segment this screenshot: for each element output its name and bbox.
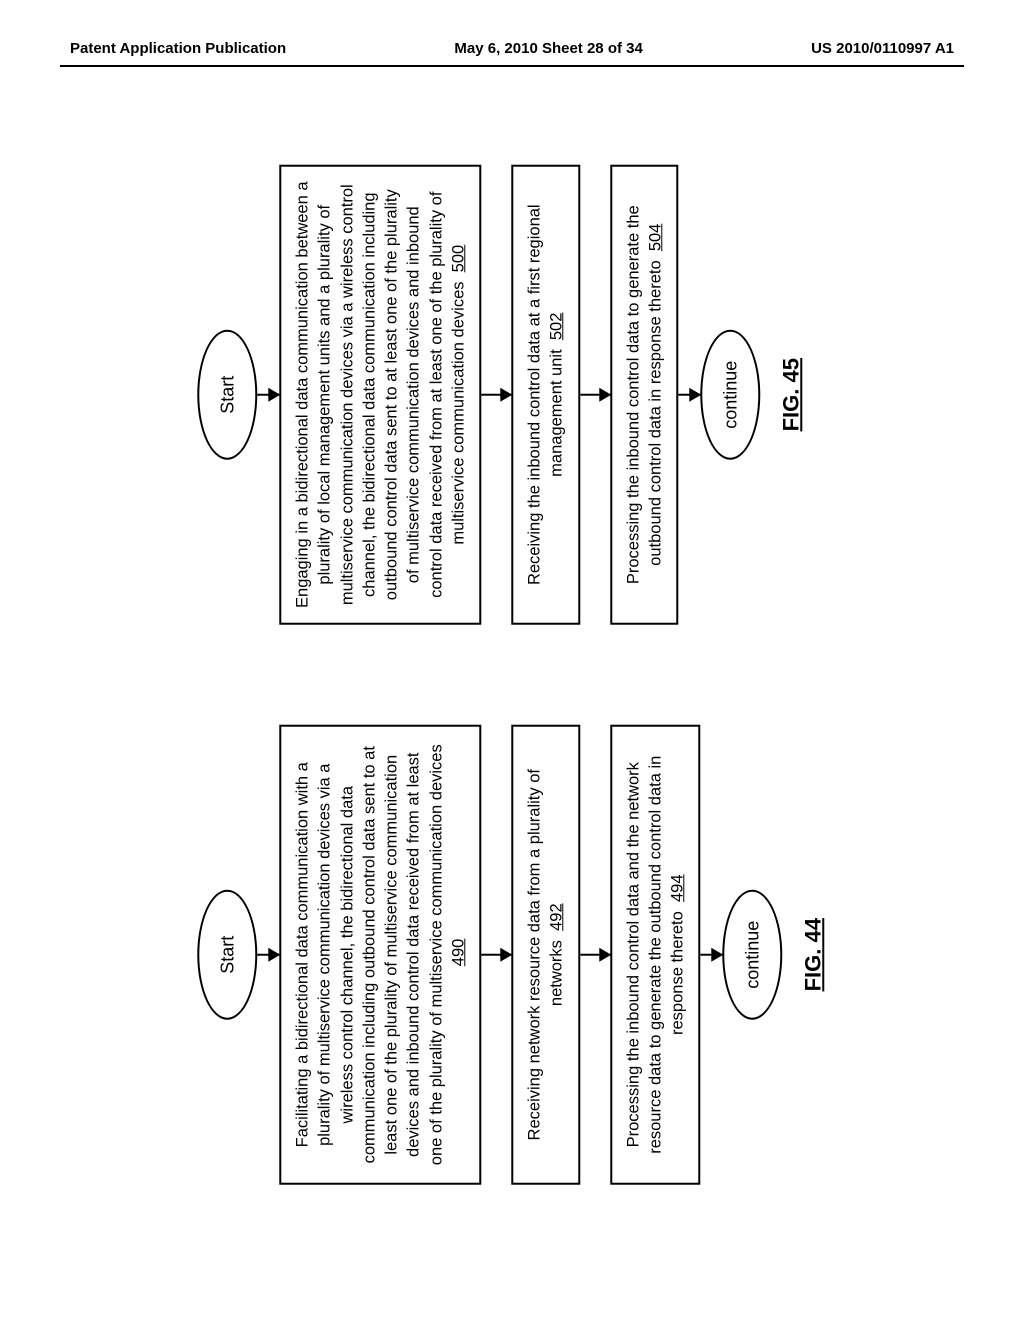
- fig44-continue-label: continue: [742, 921, 763, 989]
- header-center: May 6, 2010 Sheet 28 of 34: [454, 40, 642, 57]
- fig45-step1-text: Engaging in a bidirectional data communi…: [293, 181, 467, 608]
- fig44-continue: continue: [723, 890, 783, 1020]
- fig44-step3-ref: 494: [668, 874, 686, 902]
- arrow: [257, 954, 279, 956]
- fig45-start: Start: [197, 330, 257, 460]
- arrow: [580, 954, 610, 956]
- fig45-start-label: Start: [217, 376, 238, 414]
- page-container: Patent Application Publication May 6, 20…: [0, 0, 1024, 1320]
- page-header: Patent Application Publication May 6, 20…: [60, 40, 964, 65]
- arrow: [580, 394, 610, 396]
- header-rule: [60, 65, 964, 67]
- flowchart-fig45: Start Engaging in a bidirectional data c…: [197, 145, 804, 645]
- fig45-label: FIG. 45: [778, 358, 804, 431]
- arrow: [257, 394, 279, 396]
- fig44-step2-text: Receiving network resource data from a p…: [525, 769, 565, 1140]
- fig45-continue-label: continue: [720, 361, 741, 429]
- arrow: [481, 394, 511, 396]
- fig44-step2-ref: 492: [548, 903, 566, 931]
- fig44-step1-text: Facilitating a bidirectional data commun…: [293, 744, 445, 1165]
- fig44-label: FIG. 44: [801, 918, 827, 991]
- fig44-start-label: Start: [217, 936, 238, 974]
- fig45-step2-text: Receiving the inbound control data at a …: [525, 204, 565, 585]
- arrow: [678, 394, 700, 396]
- fig45-step2: Receiving the inbound control data at a …: [511, 165, 580, 625]
- fig45-step1: Engaging in a bidirectional data communi…: [279, 165, 481, 625]
- fig44-step1-ref: 490: [449, 939, 467, 967]
- fig44-step2: Receiving network resource data from a p…: [511, 725, 580, 1185]
- flowchart-fig44: Start Facilitating a bidirectional data …: [197, 705, 826, 1205]
- header-left: Patent Application Publication: [70, 40, 286, 57]
- fig45-step2-ref: 502: [548, 313, 566, 341]
- arrow: [701, 954, 723, 956]
- fig44-step3: Processing the inbound control data and …: [610, 725, 701, 1185]
- header-right: US 2010/0110997 A1: [811, 40, 954, 57]
- fig45-step3-text: Processing the inbound control data to g…: [624, 205, 664, 584]
- fig45-continue: continue: [700, 330, 760, 460]
- fig44-step1: Facilitating a bidirectional data commun…: [279, 725, 481, 1185]
- fig44-step3-text: Processing the inbound control data and …: [624, 756, 687, 1154]
- arrow: [481, 954, 511, 956]
- fig44-start: Start: [197, 890, 257, 1020]
- fig45-step3: Processing the inbound control data to g…: [610, 165, 679, 625]
- diagrams-row: Start Facilitating a bidirectional data …: [197, 105, 826, 1245]
- fig45-step3-ref: 504: [646, 224, 664, 252]
- fig45-step1-ref: 500: [449, 245, 467, 273]
